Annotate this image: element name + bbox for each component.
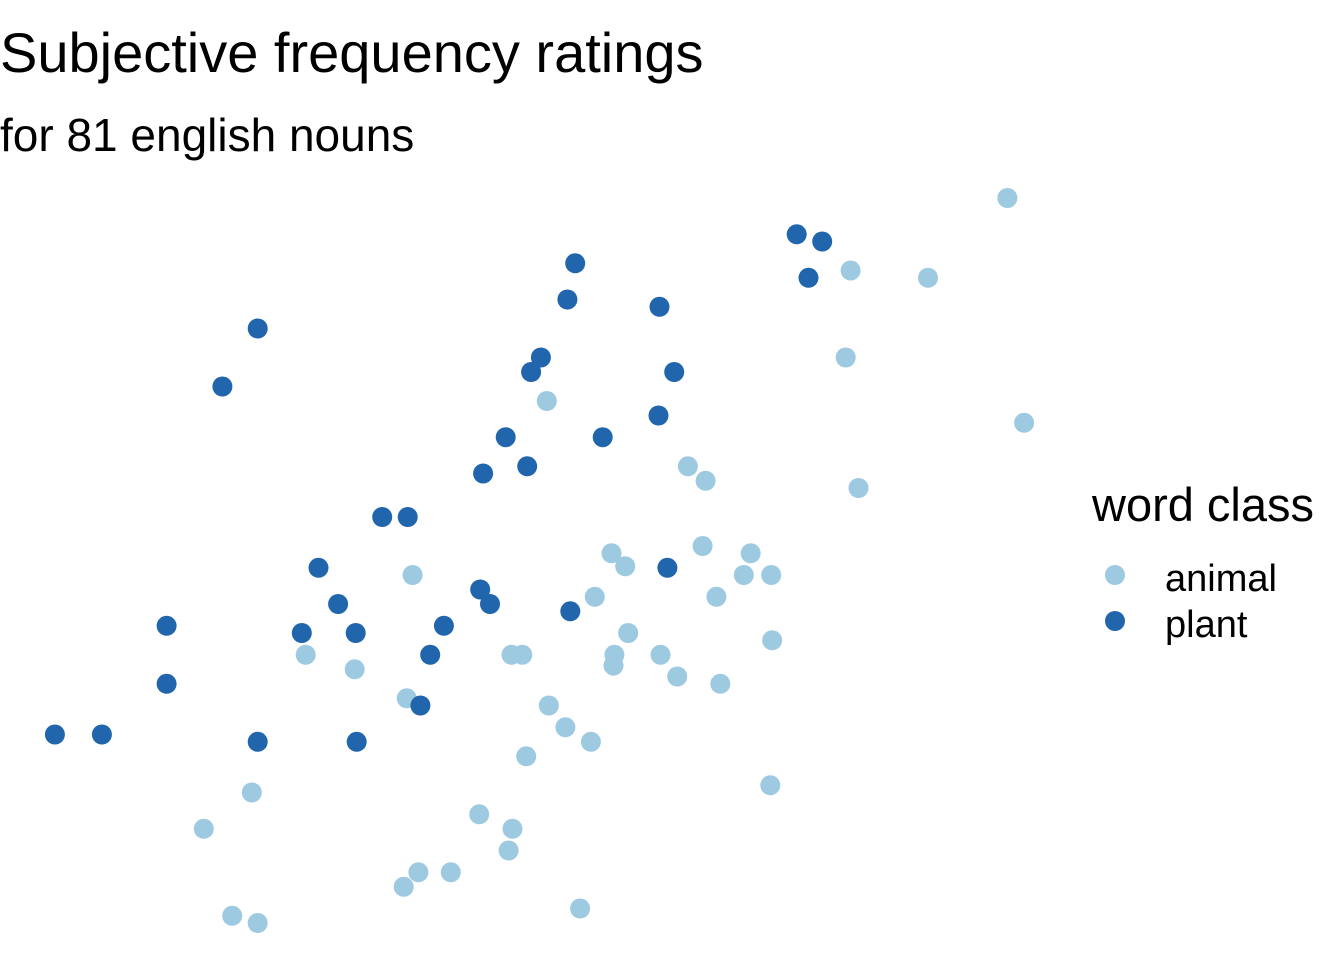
point-animal-26 (344, 659, 365, 680)
point-animal-33 (516, 746, 537, 767)
legend-key-plant (1105, 611, 1125, 631)
point-animal-11 (692, 536, 713, 556)
point-animal-15 (402, 565, 423, 585)
legend-label-animal: animal (1165, 558, 1277, 600)
point-animal-17 (706, 586, 727, 607)
point-plant-6 (247, 318, 268, 339)
point-animal-41 (440, 862, 461, 883)
point-plant-33 (247, 731, 268, 752)
point-plant-20 (470, 579, 491, 600)
point-plant-17 (397, 507, 418, 527)
point-plant-0 (786, 224, 807, 245)
series-plant (44, 224, 833, 752)
point-animal-13 (733, 565, 754, 585)
point-plant-1 (812, 231, 833, 252)
point-animal-25 (512, 644, 533, 665)
point-animal-34 (760, 775, 781, 796)
point-animal-43 (570, 898, 591, 919)
point-plant-30 (410, 695, 431, 716)
point-animal-7 (677, 456, 698, 477)
point-plant-18 (308, 557, 329, 578)
point-animal-27 (667, 666, 688, 687)
plot-area (44, 188, 1035, 933)
point-plant-26 (291, 623, 312, 643)
point-plant-13 (592, 427, 613, 448)
point-plant-16 (372, 507, 393, 527)
point-plant-24 (156, 615, 177, 636)
point-plant-19 (657, 557, 678, 578)
point-plant-9 (664, 362, 685, 382)
point-animal-39 (193, 818, 214, 839)
point-plant-12 (495, 427, 516, 448)
point-plant-14 (517, 456, 538, 477)
point-plant-8 (521, 362, 542, 382)
point-animal-2 (918, 267, 938, 288)
point-plant-22 (328, 594, 349, 614)
point-plant-2 (798, 267, 819, 288)
point-animal-42 (393, 876, 414, 897)
point-animal-36 (469, 804, 490, 825)
chart-title: Subjective frequency ratings (0, 21, 704, 84)
point-animal-38 (498, 840, 519, 861)
point-animal-10 (615, 556, 636, 577)
legend-title: word class (1091, 478, 1314, 531)
point-animal-6 (536, 391, 557, 411)
point-animal-22 (650, 644, 671, 665)
point-animal-16 (584, 586, 605, 607)
point-animal-8 (695, 470, 716, 491)
point-plant-34 (346, 731, 367, 752)
point-animal-12 (740, 543, 761, 564)
point-plant-23 (560, 601, 581, 622)
point-animal-35 (241, 782, 262, 803)
point-animal-31 (555, 717, 576, 738)
point-plant-7 (530, 347, 551, 368)
point-plant-25 (433, 615, 454, 636)
point-plant-5 (649, 296, 670, 317)
point-animal-1 (840, 260, 861, 281)
point-animal-30 (538, 695, 559, 716)
legend-key-animal (1105, 565, 1125, 585)
point-animal-3 (835, 347, 856, 368)
point-animal-28 (710, 673, 731, 694)
chart-subtitle: for 81 english nouns (0, 109, 414, 161)
point-animal-19 (762, 630, 783, 651)
point-animal-5 (848, 478, 869, 498)
point-animal-23 (295, 644, 316, 665)
series-animal (193, 188, 1035, 933)
point-animal-45 (247, 913, 268, 933)
point-plant-10 (212, 376, 233, 397)
point-plant-11 (648, 405, 669, 426)
point-animal-21 (603, 655, 624, 676)
point-plant-21 (480, 594, 500, 614)
point-plant-32 (91, 724, 112, 745)
point-animal-4 (1014, 412, 1035, 433)
point-animal-40 (408, 862, 429, 883)
legend: word class animal plant (1091, 478, 1314, 646)
point-plant-3 (565, 253, 586, 274)
point-animal-14 (761, 565, 782, 585)
point-animal-44 (222, 905, 243, 926)
point-plant-27 (345, 623, 366, 643)
point-plant-29 (156, 673, 177, 694)
point-plant-31 (44, 724, 65, 745)
point-animal-37 (502, 818, 523, 839)
point-animal-32 (580, 731, 601, 752)
point-plant-4 (557, 289, 578, 310)
point-plant-15 (473, 463, 494, 484)
point-animal-18 (618, 623, 639, 643)
legend-label-plant: plant (1165, 604, 1248, 646)
point-animal-9 (601, 543, 622, 564)
point-plant-28 (420, 644, 441, 665)
point-animal-0 (997, 188, 1018, 208)
